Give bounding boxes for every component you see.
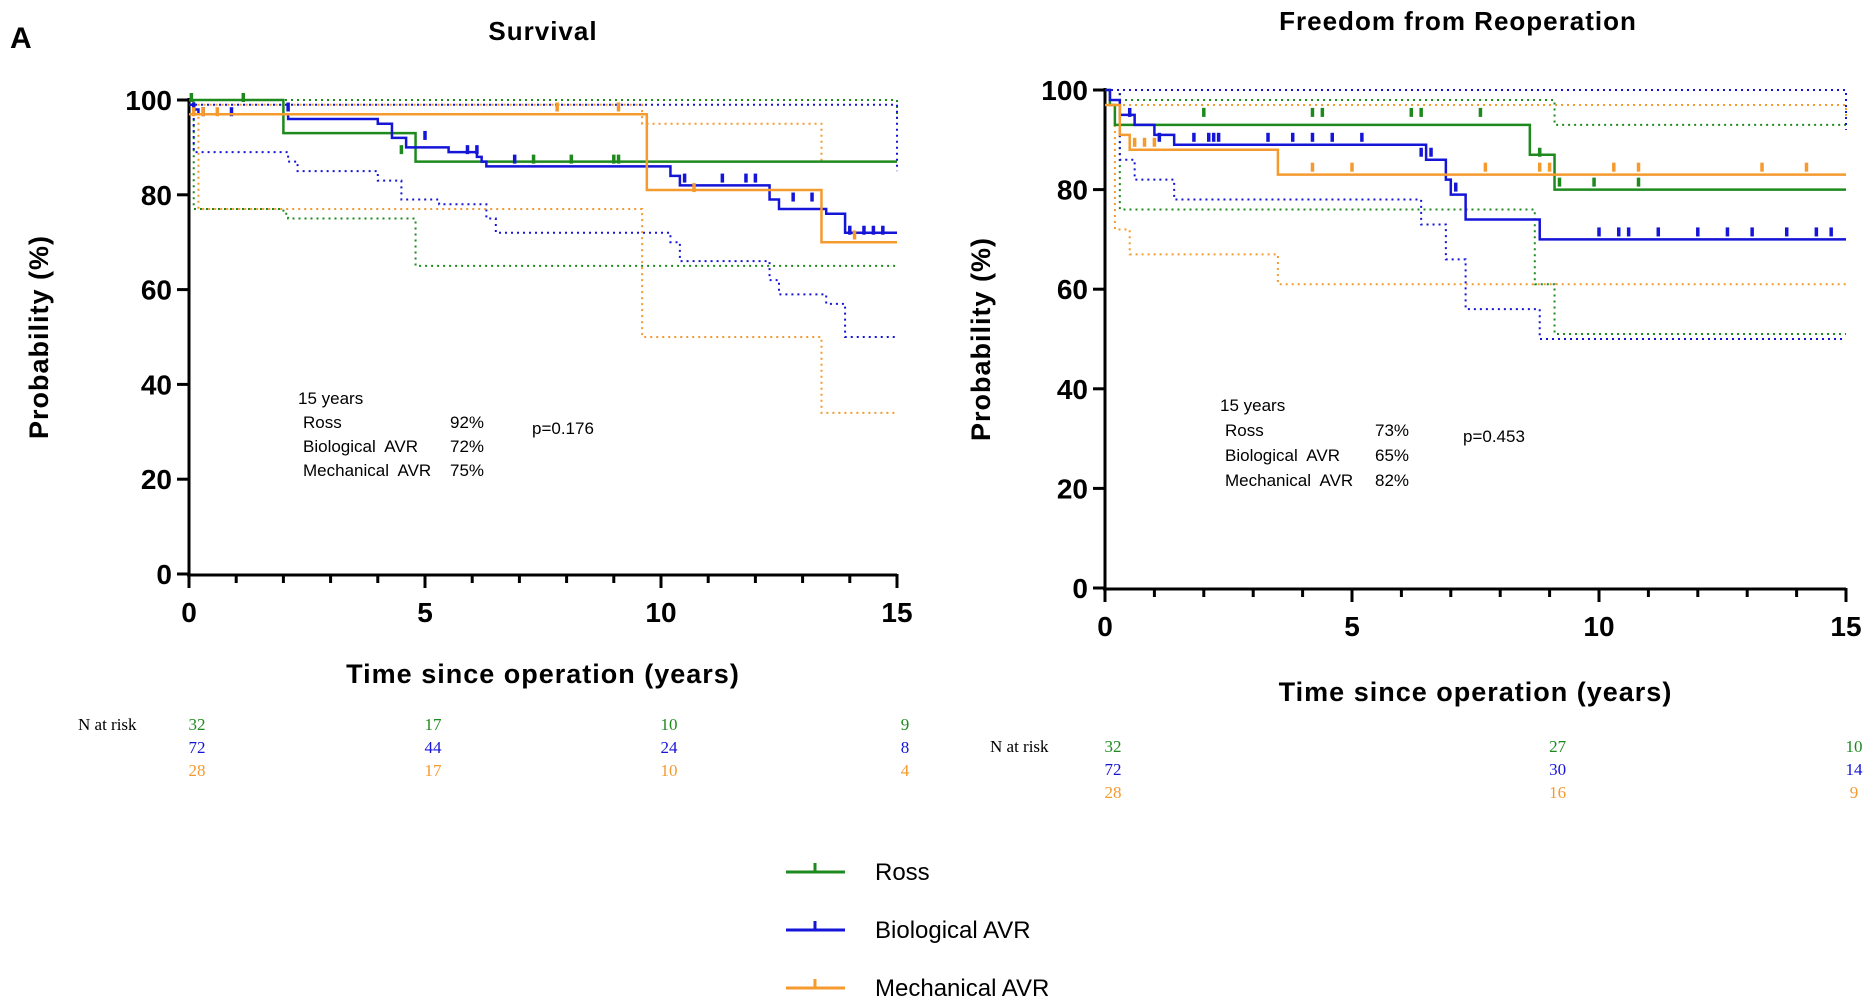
y-tick-label: 0 <box>1072 573 1088 604</box>
ci-lower-ross <box>1105 89 1846 336</box>
survival-curve-ross <box>189 98 897 163</box>
n-at-risk-label: N at risk <box>990 737 1049 756</box>
legend: Ross Biological AVR Mechanical AVR <box>786 859 1049 996</box>
n-at-risk-biological-avr: 72 <box>1105 760 1122 779</box>
x-tick-label: 5 <box>417 597 433 628</box>
ci-lower-ross <box>189 99 897 267</box>
ci-upper-ross <box>1105 89 1846 126</box>
annotation-heading: 15 years <box>1220 396 1285 415</box>
p-value: p=0.176 <box>532 419 594 438</box>
survival-curve-mechanical-avr <box>189 112 897 244</box>
x-tick-label: 0 <box>181 597 197 628</box>
annotation-label: Ross <box>1225 421 1264 440</box>
y-tick-label: 100 <box>1041 75 1088 106</box>
y-tick-label: 20 <box>141 464 172 495</box>
legend-label: Mechanical AVR <box>875 975 1049 996</box>
n-at-risk-ross: 32 <box>189 715 206 734</box>
survival-curve-biological-avr <box>189 103 897 234</box>
legend-label: Ross <box>875 859 930 886</box>
annotation-value: 82% <box>1375 471 1409 490</box>
legend-item-mechanical-avr: Mechanical AVR <box>786 975 1049 996</box>
n-at-risk-label: N at risk <box>78 715 137 734</box>
x-tick-label: 15 <box>1830 611 1861 642</box>
n-at-risk-biological-avr: 30 <box>1549 760 1566 779</box>
ci-lower-biological-avr <box>1105 89 1846 340</box>
ci-lower-biological-avr <box>189 103 897 338</box>
annotation-label: Mechanical AVR <box>1225 471 1353 490</box>
legend-item-biological-avr: Biological AVR <box>786 917 1031 944</box>
ci-lower-mechanical-avr <box>189 113 897 414</box>
legend-item-ross: Ross <box>786 859 930 886</box>
n-at-risk-ross: 10 <box>661 715 678 734</box>
n-at-risk-biological-avr: 24 <box>661 738 679 757</box>
x-tick-label: 5 <box>1344 611 1360 642</box>
annotation-value: 75% <box>450 461 484 480</box>
legend-label: Biological AVR <box>875 917 1031 944</box>
chart-survival: Survival Probability (%) Time since operat… <box>24 16 913 780</box>
plots: Survival Probability (%) Time since operat… <box>24 6 1863 802</box>
n-at-risk-ross: 9 <box>901 715 910 734</box>
x-axis-label: Time since operation (years) <box>346 659 740 689</box>
y-tick-label: 60 <box>1057 274 1088 305</box>
x-tick-label: 0 <box>1097 611 1113 642</box>
ci-lower-mechanical-avr <box>1105 103 1846 286</box>
x-tick-label: 15 <box>881 597 912 628</box>
x-axis-label: Time since operation (years) <box>1279 677 1673 707</box>
panel-label: A <box>10 22 32 55</box>
ci-upper-ross <box>189 99 898 119</box>
chart-title: Survival <box>488 16 597 46</box>
n-at-risk-mechanical-avr: 16 <box>1549 783 1566 802</box>
n-at-risk-mechanical-avr: 9 <box>1850 783 1859 802</box>
n-at-risk-mechanical-avr: 28 <box>1105 783 1122 802</box>
n-at-risk-mechanical-avr: 17 <box>425 761 443 780</box>
n-at-risk-biological-avr: 72 <box>189 738 206 757</box>
annotation-label: Biological AVR <box>303 437 418 456</box>
n-at-risk-ross: 17 <box>425 715 443 734</box>
x-tick-label: 10 <box>645 597 676 628</box>
annotation-heading: 15 years <box>298 389 363 408</box>
annotation-label: Biological AVR <box>1225 446 1340 465</box>
ci-upper-biological-avr <box>1105 89 1847 130</box>
p-value: p=0.453 <box>1463 427 1525 446</box>
n-at-risk-ross: 27 <box>1549 737 1567 756</box>
y-axis-label: Probability (%) <box>966 237 996 441</box>
ci-upper-mechanical-avr <box>189 103 897 163</box>
annotation-label: Mechanical AVR <box>303 461 431 480</box>
chart-reoperation: Freedom from Reoperation Probability (%) T… <box>966 6 1863 802</box>
n-at-risk-biological-avr: 8 <box>901 738 910 757</box>
n-at-risk-mechanical-avr: 10 <box>661 761 678 780</box>
annotation-value: 72% <box>450 437 484 456</box>
annotation-label: Ross <box>303 413 342 432</box>
survival-curve-biological-avr <box>1105 88 1846 241</box>
annotation-value: 65% <box>1375 446 1409 465</box>
x-tick-label: 10 <box>1583 611 1614 642</box>
y-tick-label: 100 <box>125 85 172 116</box>
survival-curve-mechanical-avr <box>1105 103 1846 176</box>
annotation-value: 92% <box>450 413 484 432</box>
y-tick-label: 20 <box>1057 473 1088 504</box>
y-tick-label: 80 <box>1057 175 1088 206</box>
n-at-risk-biological-avr: 14 <box>1846 760 1864 779</box>
y-tick-label: 0 <box>156 559 172 590</box>
ci-upper-biological-avr <box>189 103 898 172</box>
y-tick-label: 40 <box>141 369 172 400</box>
y-tick-label: 60 <box>141 275 172 306</box>
n-at-risk-ross: 10 <box>1846 737 1863 756</box>
n-at-risk-biological-avr: 44 <box>425 738 443 757</box>
y-tick-label: 80 <box>141 180 172 211</box>
n-at-risk-ross: 32 <box>1105 737 1122 756</box>
y-tick-label: 40 <box>1057 374 1088 405</box>
chart-title: Freedom from Reoperation <box>1279 6 1637 36</box>
n-at-risk-mechanical-avr: 28 <box>189 761 206 780</box>
y-axis-label: Probability (%) <box>24 235 54 439</box>
annotation-value: 73% <box>1375 421 1409 440</box>
n-at-risk-mechanical-avr: 4 <box>901 761 910 780</box>
ci-upper-mechanical-avr <box>1105 103 1847 120</box>
